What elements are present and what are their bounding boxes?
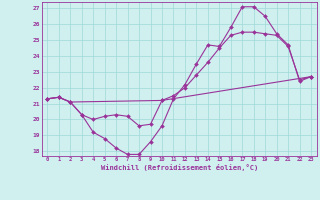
X-axis label: Windchill (Refroidissement éolien,°C): Windchill (Refroidissement éolien,°C) xyxy=(100,164,258,171)
